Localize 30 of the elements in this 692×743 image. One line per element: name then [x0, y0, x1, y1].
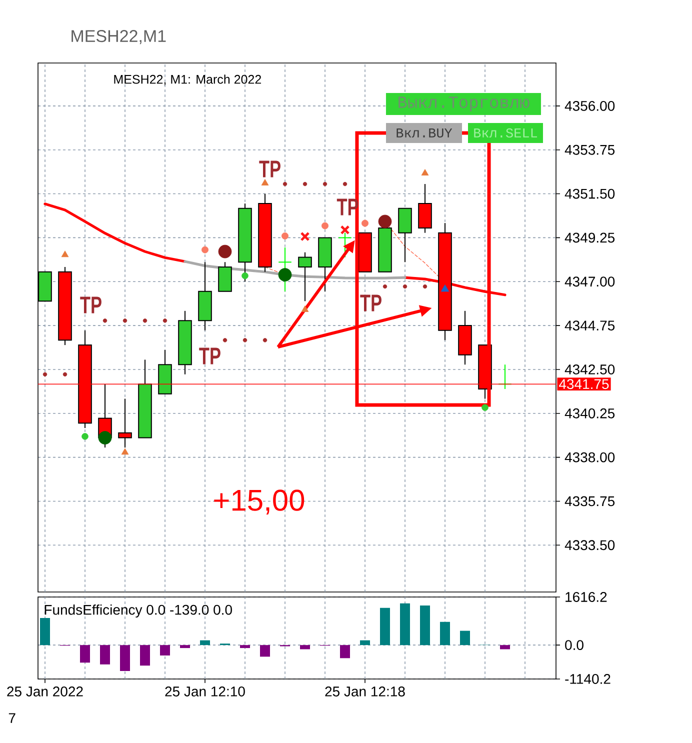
point: [61, 250, 69, 258]
y-tick-label: 0.0: [565, 640, 584, 650]
bar: [140, 645, 150, 666]
bar: [440, 622, 450, 646]
bar: [200, 640, 210, 646]
bar: [420, 606, 430, 646]
x-tick-label: 25 Jan 12:18: [325, 686, 405, 696]
bar: [340, 645, 350, 658]
bar: [500, 645, 510, 650]
bar: [380, 608, 390, 646]
bar: [240, 645, 250, 648]
bar: [100, 645, 110, 664]
bar: [160, 645, 170, 656]
bar: [260, 645, 270, 657]
point: [42, 372, 48, 376]
bar: [40, 618, 50, 646]
y-tick-label: -1140.2: [565, 674, 610, 684]
bar: [400, 603, 410, 646]
text: 7: [8, 713, 16, 723]
bar: [460, 630, 470, 646]
bar: [360, 640, 370, 646]
bar: [180, 645, 190, 648]
x-tick-label: 25 Jan 2022: [7, 686, 83, 696]
bar: [120, 645, 130, 671]
bar: [80, 645, 90, 663]
text: FundsEfficiency 0.0 -139.0 0.0: [44, 604, 232, 618]
y-tick-label: 1616.2: [566, 592, 607, 602]
point: [62, 372, 68, 376]
x-tick-label: 25 Jan 12:10: [165, 686, 245, 696]
bar: [300, 645, 310, 650]
